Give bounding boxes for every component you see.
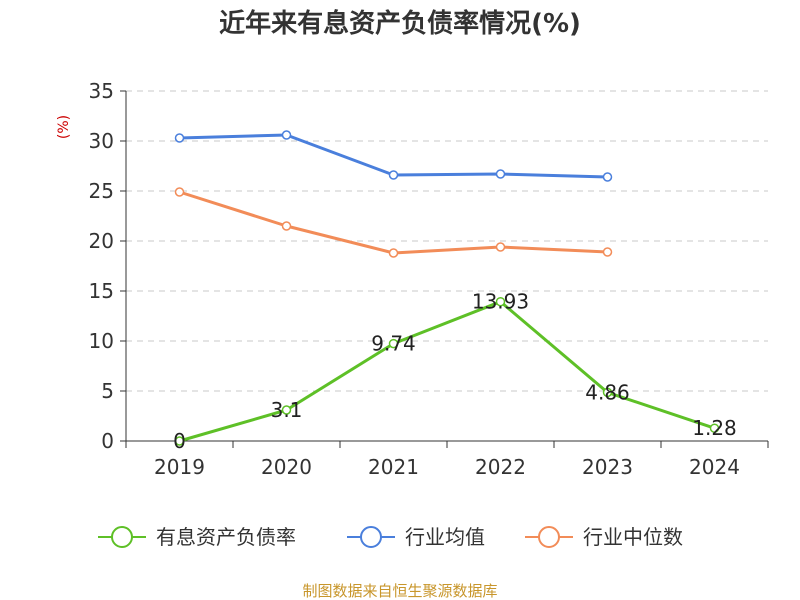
series-layer	[174, 130, 720, 446]
x-axis-ticks: 2019 2020 2021 2022 2023 2024	[125, 441, 769, 479]
x-tick-label: 2024	[689, 455, 740, 479]
data-point	[388, 338, 399, 349]
data-point	[281, 221, 292, 231]
legend-label: 有息资产负债率	[156, 525, 296, 549]
data-point	[602, 247, 613, 257]
data-point	[174, 436, 185, 446]
data-label: 9.74	[371, 332, 416, 356]
data-label: 3.1	[271, 398, 303, 422]
data-point	[388, 248, 399, 258]
x-tick-label: 2023	[582, 455, 633, 479]
legend-marker	[360, 526, 382, 548]
legend-item: 行业中位数	[525, 525, 683, 549]
data-point	[281, 405, 292, 415]
data-point	[495, 242, 506, 252]
legend-marker	[111, 526, 133, 548]
y-tick-label: 15	[89, 279, 114, 303]
y-tick-label: 30	[89, 129, 114, 153]
series-2	[174, 187, 613, 258]
data-point	[495, 296, 506, 307]
data-point	[281, 130, 292, 140]
data-label: 1.28	[692, 416, 737, 440]
data-label: 0	[173, 429, 186, 453]
data-point	[174, 187, 185, 197]
data-point	[388, 170, 399, 180]
series-line	[179, 190, 608, 255]
x-tick-label: 2020	[261, 455, 312, 479]
legend-label: 行业均值	[405, 525, 485, 549]
x-tick-label: 2021	[368, 455, 419, 479]
source-note: 制图数据来自恒生聚源数据库	[302, 582, 497, 600]
data-point	[602, 387, 613, 398]
y-axis-ticks: 0 5 10 15 20 25 30 35	[89, 79, 126, 453]
y-tick-label: 20	[89, 229, 114, 253]
data-point	[495, 169, 506, 179]
chart-title: 近年来有息资产负债率情况(%)	[219, 8, 581, 39]
x-tick-label: 2019	[154, 455, 205, 479]
data-labels: 0 3.1 9.74 13.93 4.86 1.28	[173, 290, 737, 453]
series-line	[179, 300, 715, 443]
series-0	[174, 296, 720, 446]
x-tick-label: 2022	[475, 455, 526, 479]
axes	[125, 91, 768, 442]
gridlines	[126, 90, 768, 392]
y-tick-label: 5	[101, 379, 114, 403]
legend-label: 行业中位数	[583, 525, 683, 549]
y-tick-label: 10	[89, 329, 114, 353]
data-label: 4.86	[585, 380, 630, 404]
data-point	[602, 172, 613, 182]
legend-item: 行业均值	[347, 525, 485, 549]
y-axis-unit-label: (%)	[56, 115, 72, 139]
legend-marker	[538, 526, 560, 548]
data-point	[174, 133, 185, 143]
data-point	[709, 423, 720, 433]
y-tick-label: 35	[89, 79, 114, 103]
data-label: 13.93	[472, 290, 529, 314]
legend: 有息资产负债率 行业均值 行业中位数	[98, 525, 683, 549]
y-tick-label: 25	[89, 179, 114, 203]
series-1	[174, 130, 613, 182]
legend-item: 有息资产负债率	[98, 525, 296, 549]
y-tick-label: 0	[101, 429, 114, 453]
